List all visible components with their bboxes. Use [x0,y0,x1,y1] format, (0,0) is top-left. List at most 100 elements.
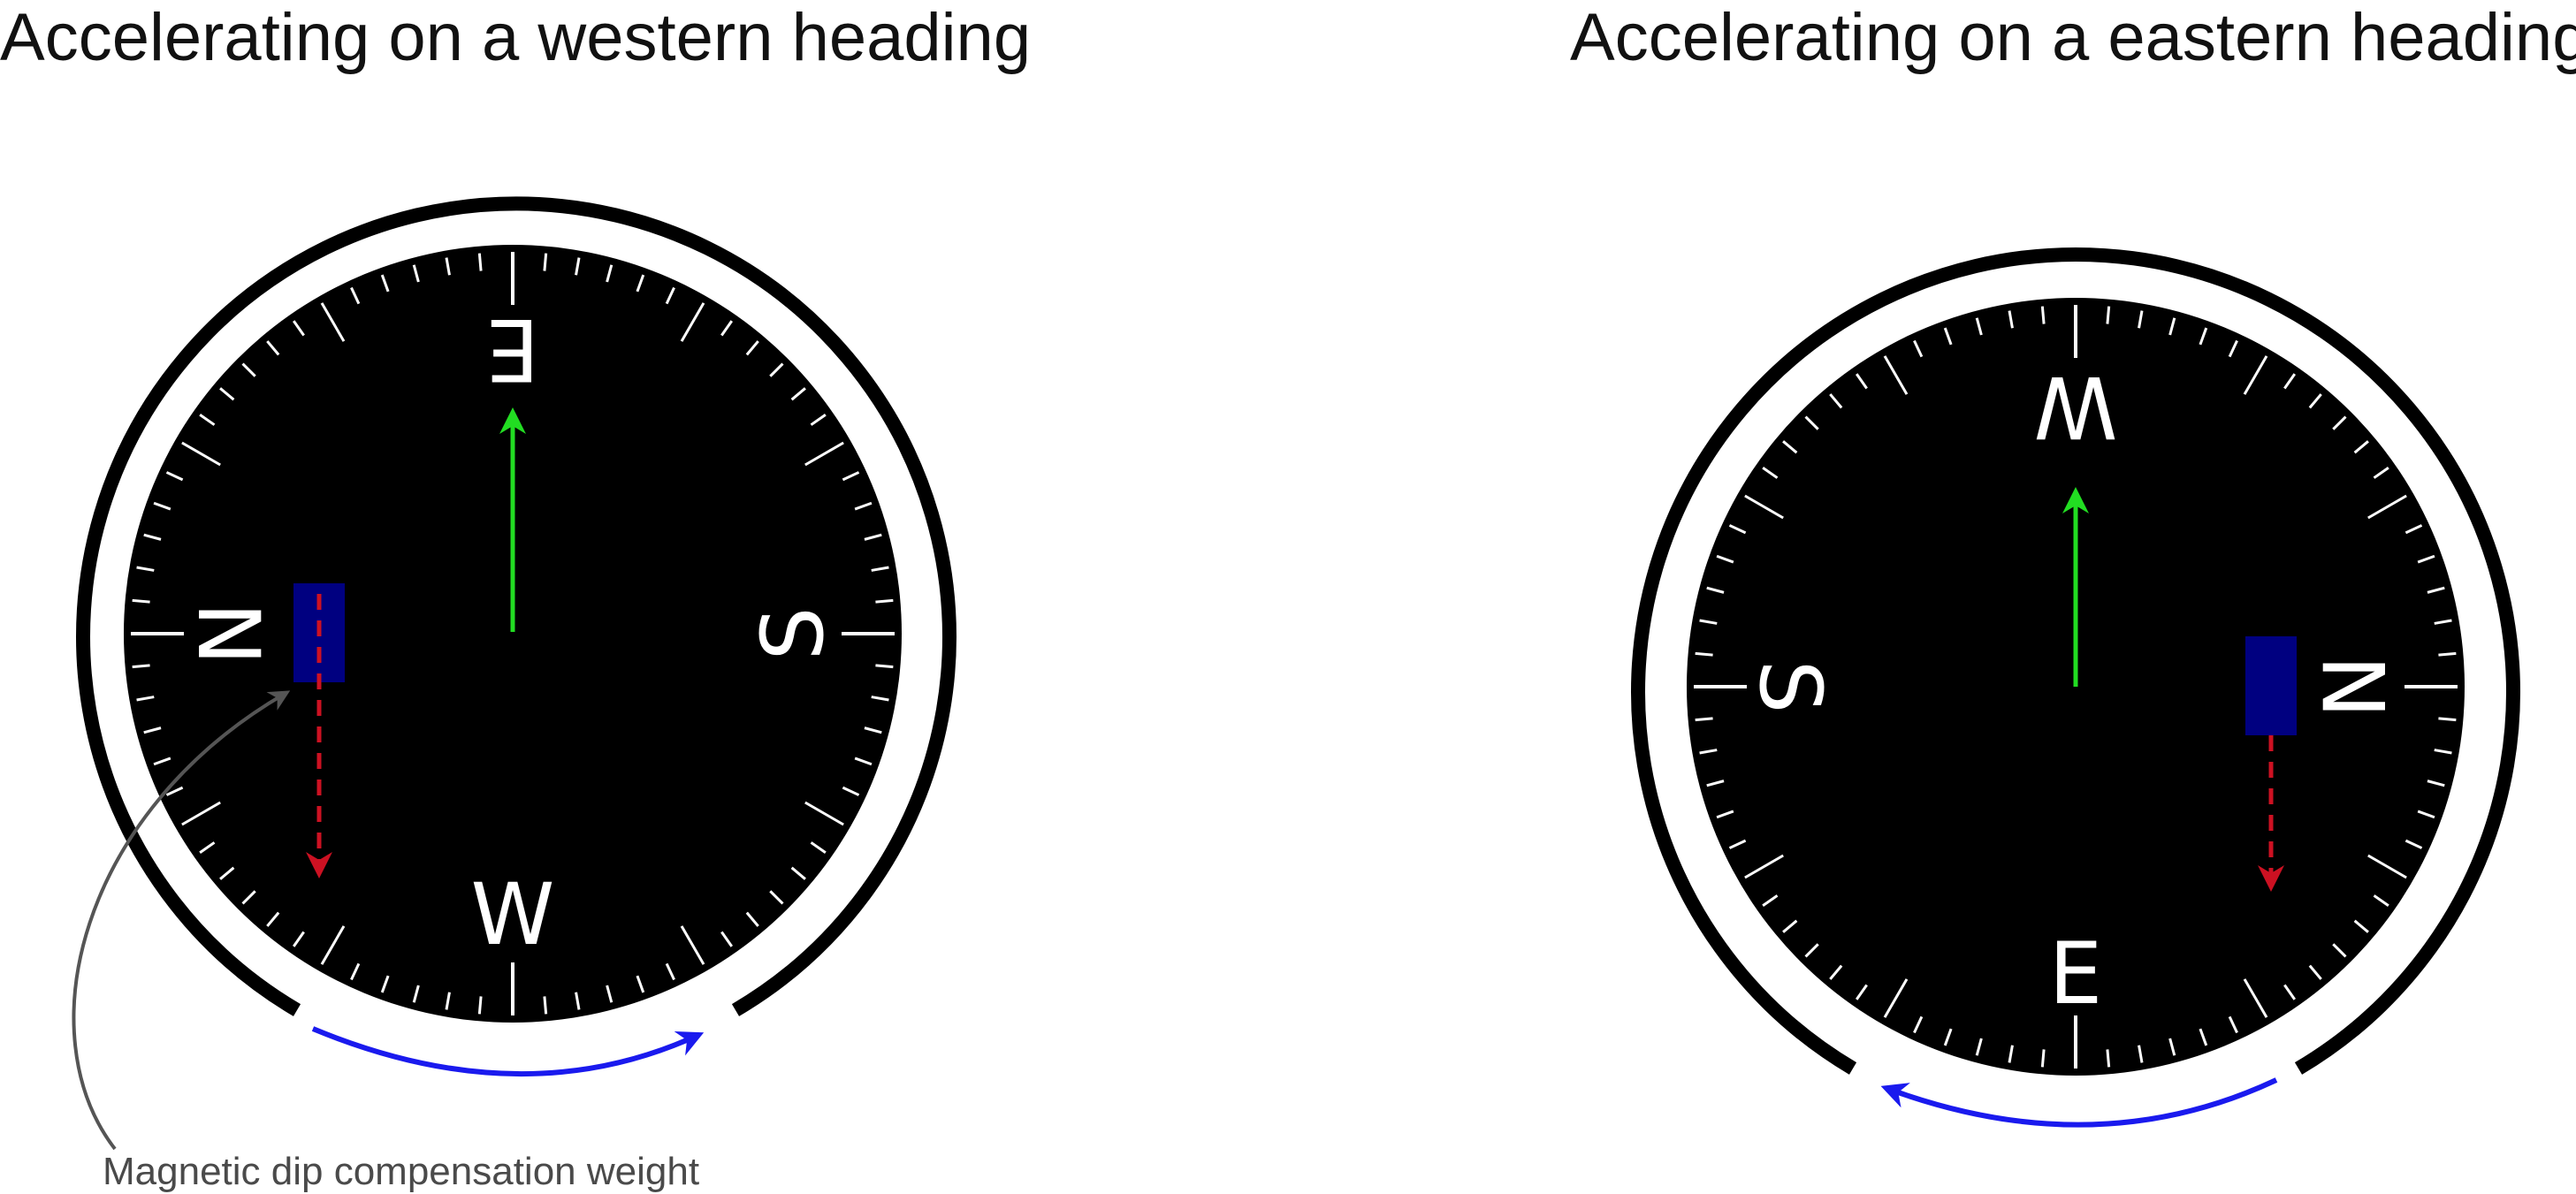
tick-mark [769,890,784,905]
callout-label: Magnetic dip compensation weight [103,1150,699,1193]
tick-mark [1706,586,1725,594]
tick-mark [320,925,346,965]
tick-mark [790,866,806,880]
tick-mark [2243,355,2268,395]
tick-mark [1855,984,1868,1000]
bezel-ring-western [76,196,956,1016]
tick-mark [1699,619,1718,625]
tick-mark [266,911,280,927]
tick-mark [871,566,889,572]
tick-mark [1728,524,1747,535]
tick-mark [720,931,734,947]
tick-mark [181,801,221,826]
tick-mark [2008,1045,2014,1063]
tick-mark [1782,440,1798,454]
tick-mark [477,253,483,271]
tick-mark [181,441,221,467]
tick-mark [136,566,155,572]
tick-mark [2199,327,2208,346]
tick-mark [606,264,614,283]
tick-mark [720,320,734,337]
tick-mark [2168,317,2176,336]
tick-mark [1855,373,1868,390]
tick-mark [575,257,581,276]
tick-mark [1829,393,1843,409]
tick-mark [854,501,873,511]
tick-mark [2417,554,2435,564]
tick-mark [199,841,216,855]
tick-mark [1804,943,1819,958]
tick-mark [2353,440,2369,454]
compensation-weight-eastern [2245,636,2297,735]
tick-mark [2427,780,2445,787]
tick-mark [2040,1049,2046,1068]
tick-mark [1699,749,1718,755]
cardinal-right-western: S [743,607,842,661]
tick-mark [790,387,806,401]
tick-mark [1716,554,1734,564]
tick-mark [745,340,759,356]
tick-mark [1762,894,1779,908]
tick-mark [2040,306,2046,324]
tick-mark [143,726,162,734]
tick-mark [1883,978,1909,1018]
tick-mark [665,286,675,305]
tick-mark [1762,466,1779,479]
tick-mark [2308,964,2322,980]
rotation-arrow-eastern [1880,1077,2278,1128]
rotation-arrow-western [311,1026,705,1076]
tick-mark [2438,651,2457,657]
tick-mark [143,533,162,541]
tick-mark [380,274,390,293]
tick-mark [606,985,614,1003]
tick-mark [636,274,645,293]
tick-mark [810,413,827,426]
tick-mark [153,501,171,511]
tick-mark [2106,1049,2111,1068]
tick-mark [1744,494,1784,520]
tick-mark [165,786,184,796]
panel-title-western: Accelerating on a western heading [0,0,1031,75]
tick-mark [665,962,675,981]
tick-mark [445,992,451,1010]
tick-mark [2168,1038,2176,1056]
tick-mark [412,985,420,1003]
tick-mark [292,320,305,337]
cardinal-left-eastern: S [1741,660,1840,714]
tick-mark [1943,1028,1953,1046]
tick-mark [219,387,235,401]
tick-mark [320,302,346,342]
tick-mark [241,890,256,905]
tick-mark [1804,415,1819,430]
panel-eastern: Accelerating on a eastern heading W N E … [1570,0,2576,1128]
tick-mark [2138,310,2144,329]
tick-mark [2283,373,2297,390]
tick-mark [745,911,759,927]
tick-mark [132,598,150,604]
tick-mark [2332,943,2347,958]
cardinal-right-eastern: N [2306,655,2405,719]
tick-mark [2367,854,2407,879]
tick-mark [875,664,894,669]
tick-mark [575,992,581,1010]
tick-mark [2106,306,2111,324]
tick-mark [477,996,483,1015]
tick-mark [543,996,548,1015]
cardinal-bottom-eastern: E [2049,924,2103,1023]
tick-mark [2353,919,2369,933]
tick-mark [241,362,256,377]
tick-mark [266,340,280,356]
tick-mark [842,786,860,796]
tick-mark [804,441,844,467]
tick-mark [2332,415,2347,430]
tick-mark [2438,717,2457,722]
tick-mark [864,533,882,541]
cardinal-left-western: N [179,602,278,665]
tick-mark [636,975,645,993]
tick-marks-eastern [1694,305,2458,1069]
tick-mark [350,962,361,981]
tick-mark [153,757,171,766]
panel-western: Accelerating on a western heading E S W … [0,0,1031,1193]
bezel-ring-eastern [1631,247,2520,1075]
